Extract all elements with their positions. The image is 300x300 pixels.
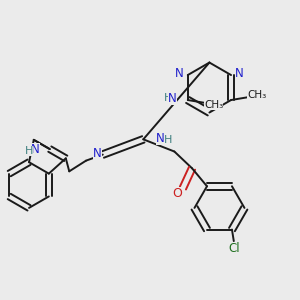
Text: N: N (175, 67, 184, 80)
Text: H: H (25, 146, 33, 156)
Text: N: N (31, 143, 40, 156)
Text: N: N (168, 92, 177, 105)
Text: N: N (156, 132, 165, 145)
Text: O: O (172, 187, 182, 200)
Text: N: N (235, 67, 244, 80)
Text: Cl: Cl (229, 242, 240, 255)
Text: H: H (164, 93, 172, 103)
Text: CH₃: CH₃ (247, 90, 267, 100)
Text: N: N (93, 146, 102, 160)
Text: CH₃: CH₃ (204, 100, 223, 110)
Text: H: H (164, 135, 172, 145)
